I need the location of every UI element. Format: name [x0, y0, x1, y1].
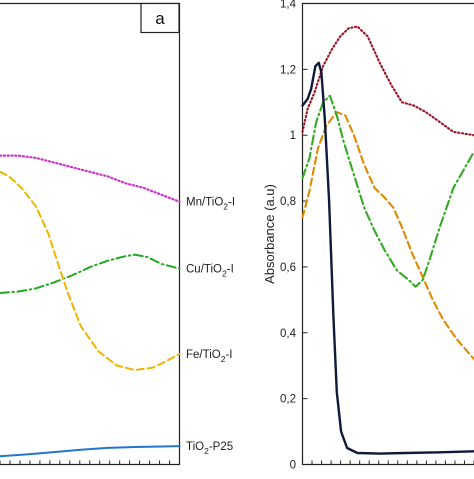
series-label-tail: -I — [225, 349, 232, 361]
series-line — [0, 172, 180, 370]
series-label: Mn/TiO2-I — [186, 197, 235, 212]
panel-a-series — [0, 156, 180, 457]
series-label-tail: -P25 — [209, 441, 233, 453]
series-label: Cu/TiO2-I — [186, 264, 234, 279]
series-line — [303, 112, 474, 359]
y-tick-label: 1,2 — [280, 64, 296, 76]
y-tick-label: 1,4 — [280, 0, 297, 11]
series-line — [0, 446, 180, 456]
panel-b-y-ticks: 0 0,2 0,4 0,6 0,8 1 1,2 1,4 — [280, 0, 308, 472]
series-label-tail: -I — [227, 264, 234, 276]
y-tick-label: 0,6 — [280, 262, 296, 274]
series-label-tail: -I — [228, 197, 235, 209]
panel-a-series-labels: Mn/TiO2-I Cu/TiO2-I Fe/TiO2-I TiO2-P25 — [186, 197, 235, 456]
y-tick-label: 0 — [290, 460, 296, 472]
y-tick-label: 1 — [290, 130, 296, 142]
series-line — [303, 27, 474, 136]
panel-b: Absorbance (a.u) 0 0,2 0,4 0,6 0,8 1 1,2 1,4 — [262, 0, 474, 472]
y-tick-label: 0,4 — [280, 328, 297, 340]
series-label: TiO2-P25 — [186, 441, 233, 456]
panel-a: a Mn/TiO2-I Cu/TiO2-I Fe/TiO2-I TiO2-P25 — [0, 3, 235, 465]
y-tick-label: 0,8 — [280, 196, 296, 208]
series-label: Fe/TiO2-I — [186, 349, 232, 364]
series-label-main: TiO — [186, 441, 204, 453]
panel-b-series — [303, 27, 474, 454]
y-tick-label: 0,2 — [280, 394, 296, 406]
series-line — [0, 255, 180, 293]
series-label-main: Mn/TiO — [186, 197, 223, 209]
panel-b-y-axis-title: Absorbance (a.u) — [262, 184, 277, 284]
series-label-main: Fe/TiO — [186, 349, 221, 361]
panel-tag-label: a — [155, 9, 165, 28]
series-label-main: Cu/TiO — [186, 264, 222, 276]
